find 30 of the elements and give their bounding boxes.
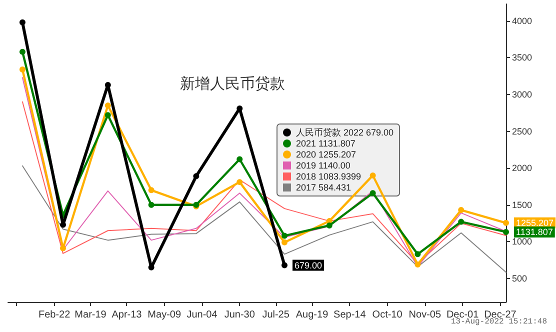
legend-label: 2017 584.431	[296, 182, 352, 192]
y-tick-label: 500	[512, 273, 528, 284]
legend-label: 2020 1255.207	[296, 150, 356, 160]
x-tick-label: Sep-14	[334, 310, 366, 320]
legend-label: 2018 1083.9399	[296, 172, 362, 182]
x-tick-label: Jul-25	[262, 310, 290, 320]
legend-label: 人民币贷款 2022 679.00	[296, 128, 394, 138]
x-tick-label: Mar-19	[74, 310, 107, 320]
data-label: 679.00	[294, 260, 322, 270]
x-tick-label: Oct-10	[372, 310, 403, 320]
y-tick-label: 2000	[512, 163, 532, 174]
y-tick-label: 4000	[512, 16, 532, 26]
x-tick-label: Aug-19	[296, 310, 329, 320]
x-tick-label: Feb-22	[38, 310, 71, 320]
y-tick-label: 1500	[512, 200, 532, 210]
text: 新增人民币贷款	[180, 76, 285, 92]
y-tick-label: 2500	[512, 126, 532, 136]
legend-label: 2021 1131.807	[296, 138, 356, 148]
legend-label: 2019 1140.00	[296, 160, 350, 170]
x-tick-label: Nov-05	[408, 310, 442, 320]
y-tick-label: 3500	[512, 52, 532, 63]
data-label: 1131.807	[516, 226, 553, 237]
x-tick-label: May-09	[148, 310, 182, 320]
y-tick-label: 1000	[512, 236, 532, 247]
x-tick-label: Jun-30	[224, 310, 256, 320]
x-tick-label: Apr-13	[112, 310, 142, 320]
y-tick-label: 3000	[512, 90, 532, 100]
data-label: 1255.207	[516, 218, 554, 228]
text: 13-Aug-2022 15:21:48	[450, 318, 548, 326]
x-tick-label: Jun-04	[186, 310, 218, 320]
